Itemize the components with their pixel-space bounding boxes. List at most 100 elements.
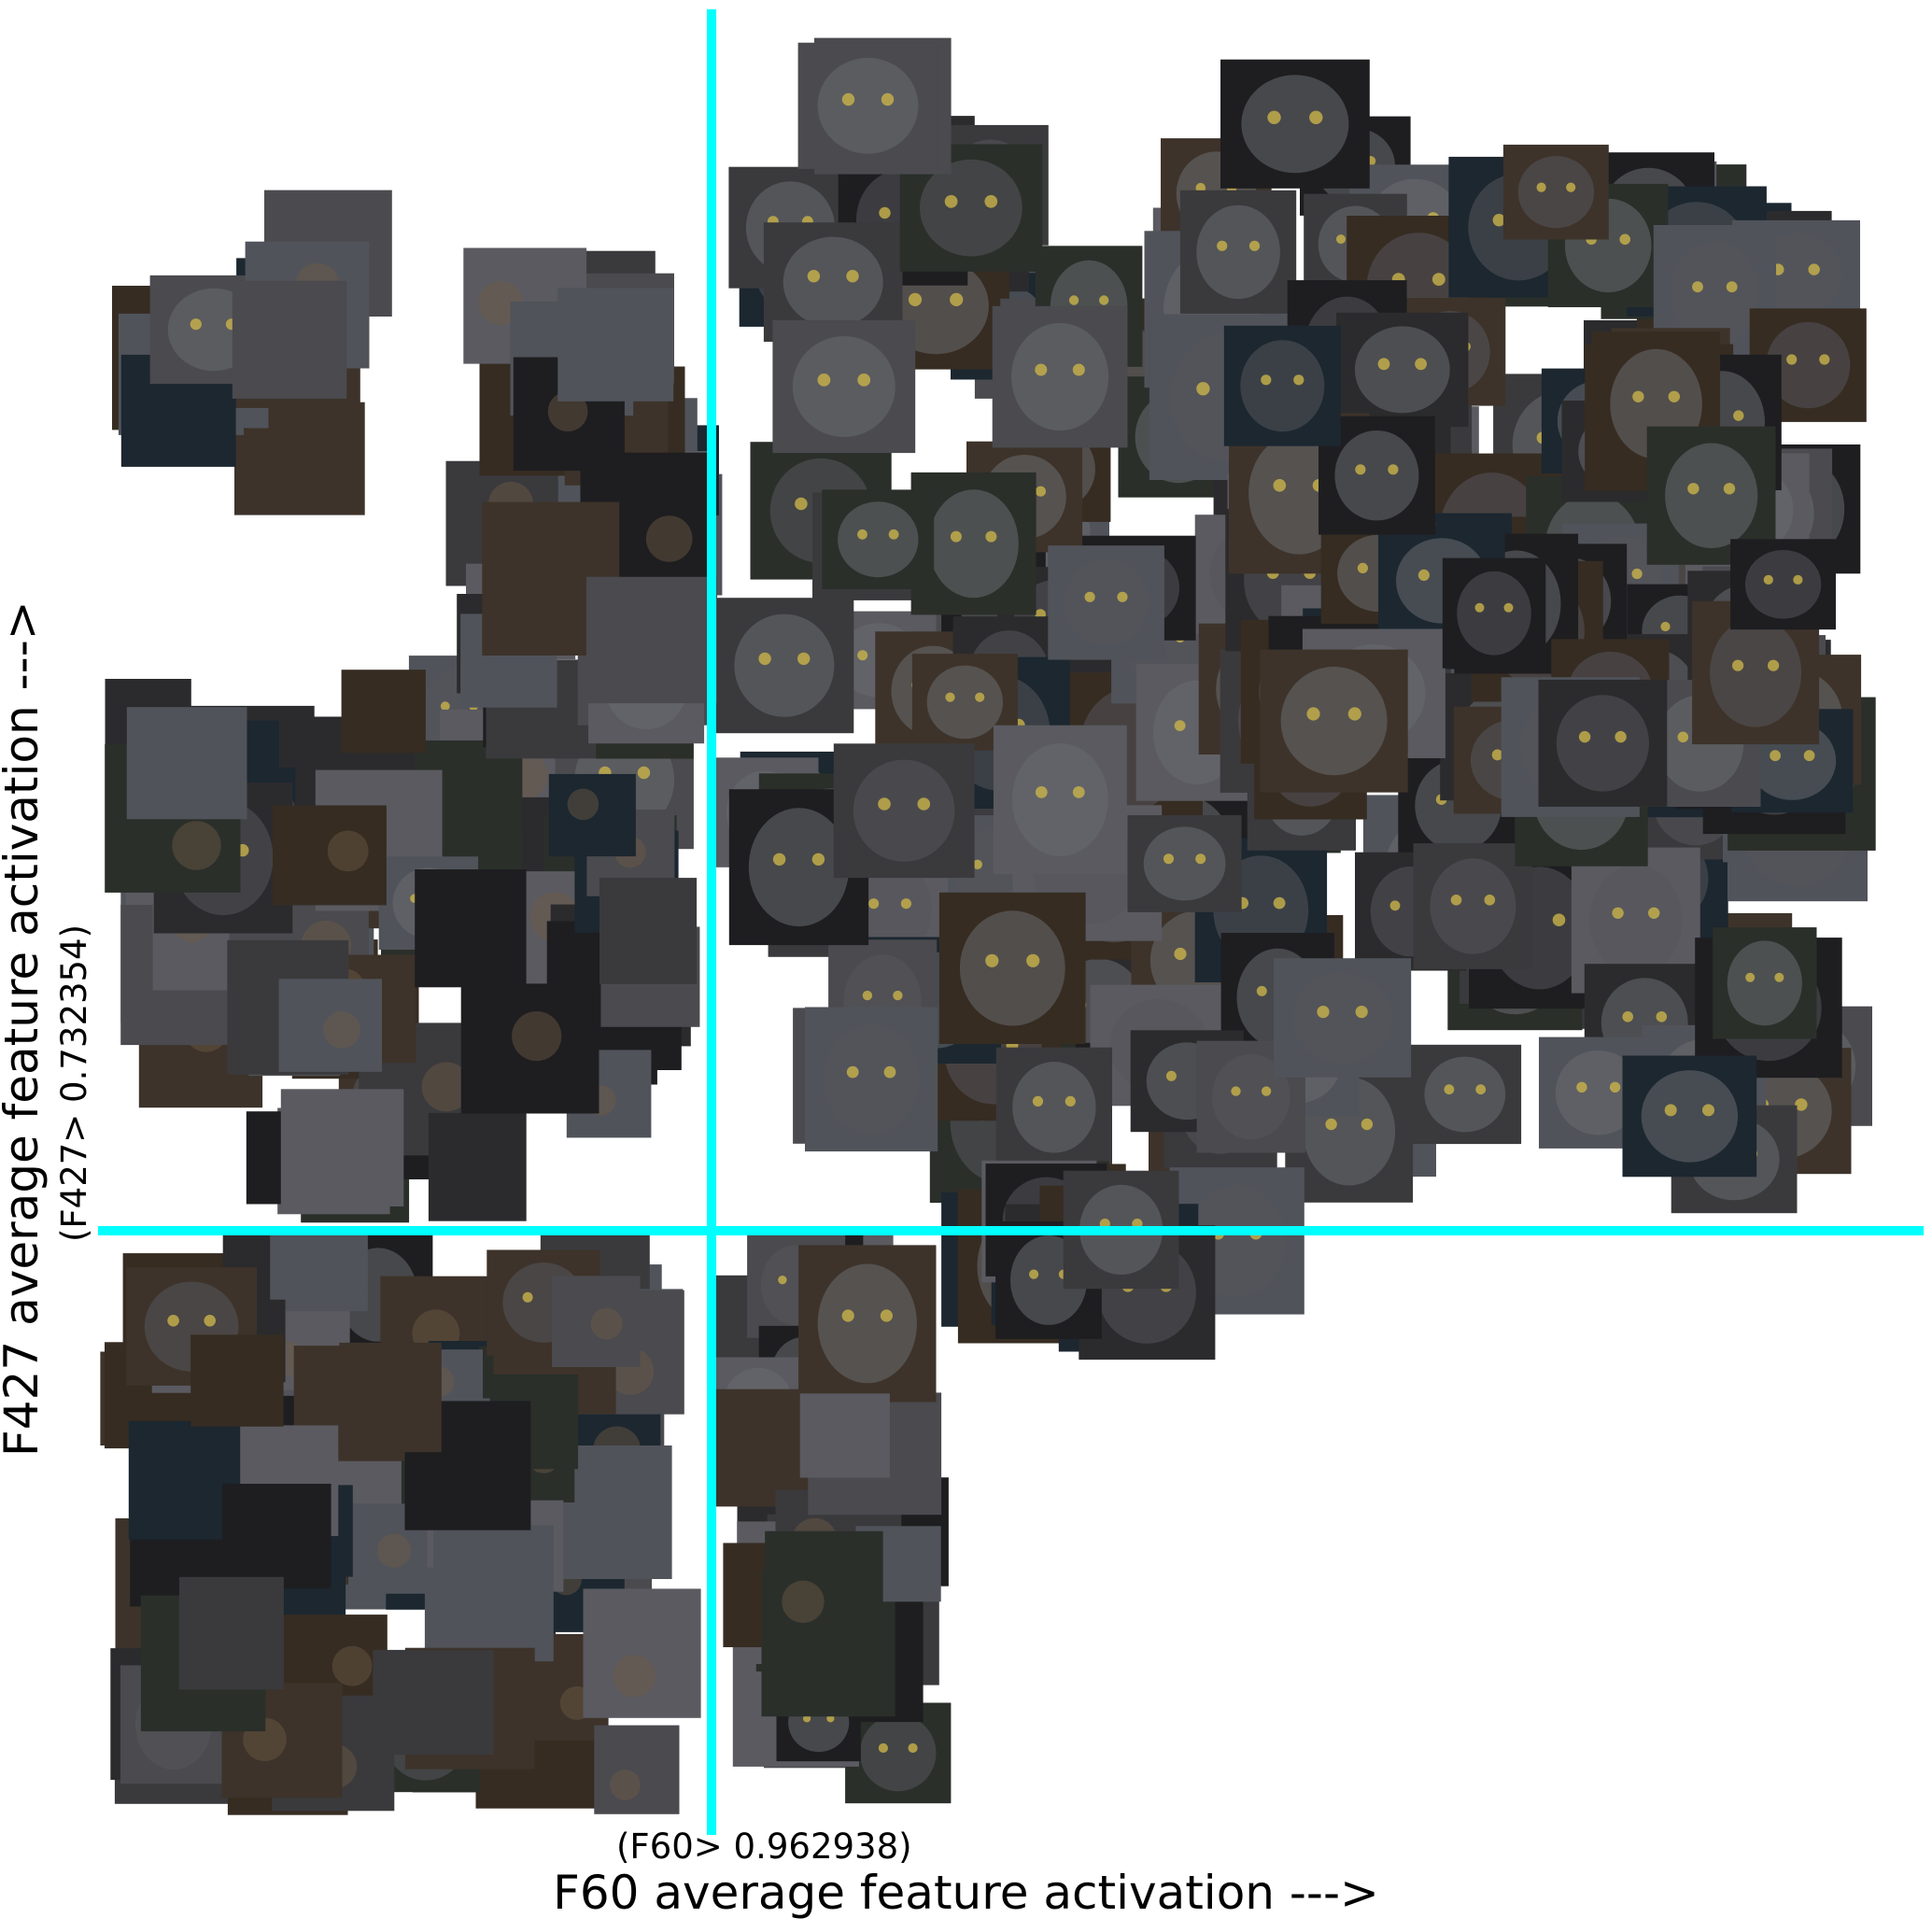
subject-highlight-shape [421,1062,472,1112]
owl-eye-shape [1733,410,1744,421]
owl-face-shape [1457,571,1531,656]
owl-eye-shape [1660,621,1671,632]
owl-eye-shape [879,206,891,219]
owl-eye-shape [190,318,202,331]
owl-eye-shape [1732,659,1744,671]
owl-eye-shape [772,853,786,866]
thumbnail-image [765,1530,883,1637]
subject-highlight-shape [610,1770,641,1800]
owl-eye-shape [1819,354,1830,365]
owl-eye-shape [1763,574,1773,585]
owl-eye-shape [900,898,912,910]
owl-eye-shape [1035,786,1048,798]
owl-eye-shape [846,1065,859,1079]
owl-eye-shape [1723,483,1736,495]
owl-eye-shape [1491,749,1503,761]
owl-eye-shape [1745,972,1756,982]
owl-eye-shape [1325,1118,1337,1131]
owl-eye-shape [857,374,871,387]
owl-eye-shape [917,797,931,811]
thumbnail-point [278,979,382,1072]
thumbnail-point [1653,225,1776,363]
owl-eye-shape [950,530,962,543]
owl-face-shape [823,1024,920,1135]
owl-eye-shape [817,374,831,387]
owl-eye-shape [1632,390,1644,402]
owl-eye-shape [1068,295,1079,305]
owl-eye-shape [888,529,899,540]
owl-eye-shape [1026,953,1040,967]
subject-highlight-shape [567,788,599,821]
thumbnail-point [995,1047,1112,1167]
thumbnail-point [805,1007,938,1152]
owl-eye-shape [1336,234,1346,245]
thumbnail-point [1622,1055,1757,1178]
owl-eye-shape [1072,363,1085,376]
owl-eye-shape [440,701,450,712]
thumbnail-image [552,1276,641,1367]
owl-eye-shape [1099,295,1109,305]
owl-eye-shape [984,194,998,208]
thumbnail-image [270,1227,368,1312]
owl-face-shape [928,489,1019,599]
owl-eye-shape [1431,273,1445,286]
owl-eye-shape [1793,574,1803,585]
owl-eye-shape [1032,1095,1044,1107]
owl-eye-shape [846,270,859,283]
owl-eye-shape [1566,182,1576,192]
owl-eye-shape [1692,281,1703,293]
owl-face-shape [817,1263,917,1384]
owl-eye-shape [841,92,855,106]
owl-eye-shape [883,1065,896,1079]
thumbnail-point [1408,1044,1522,1145]
thumbnail-image [433,1525,554,1662]
owl-eye-shape [1492,214,1506,227]
owl-eye-shape [758,652,771,666]
owl-face-shape [1589,865,1683,976]
owl-eye-shape [945,692,955,702]
owl-eye-shape [1677,731,1689,743]
owl-face-shape [920,159,1022,257]
thumbnail-point [1220,59,1370,189]
owl-face-shape [1241,75,1349,174]
owl-eye-shape [1163,853,1174,865]
thumbnail-image [594,1725,680,1814]
owl-face-shape [1744,550,1822,619]
owl-face-shape [1727,940,1802,1026]
owl-face-shape [1211,1054,1290,1140]
thumbnail-point [1127,815,1242,912]
owl-face-shape [1556,695,1649,792]
thumbnail-point [1048,545,1164,660]
owl-eye-shape [1355,464,1366,475]
owl-face-shape [734,613,835,717]
owl-eye-shape [1475,1084,1487,1095]
owl-face-shape [1064,558,1149,646]
owl-eye-shape [1273,896,1286,910]
owl-face-shape [1011,742,1108,856]
thumbnail-point [273,805,387,906]
owl-eye-shape [1165,1070,1177,1081]
owl-eye-shape [522,1291,533,1303]
thumbnail-point [1713,927,1817,1039]
thumbnail-point [222,1484,331,1589]
owl-eye-shape [1774,972,1784,982]
owl-face-shape [1196,204,1280,300]
x-threshold-label: (F60> 0.962938) [616,1826,912,1867]
owl-eye-shape [803,1714,811,1723]
owl-face-shape [1766,321,1851,409]
subject-highlight-shape [645,515,693,562]
thumbnail-image [278,979,382,1072]
thumbnail-image [341,670,426,754]
thumbnail-point [585,576,717,704]
thumbnail-point [993,725,1127,874]
owl-eye-shape [1803,750,1815,762]
owl-eye-shape [1656,1011,1668,1022]
thumbnail-image [460,983,599,1114]
owl-eye-shape [1217,240,1228,251]
thumbnail-point [557,288,674,402]
thumbnail-point [772,319,916,454]
owl-eye-shape [1503,602,1514,613]
owl-eye-shape [881,92,895,106]
thumbnail-point [280,1089,404,1206]
